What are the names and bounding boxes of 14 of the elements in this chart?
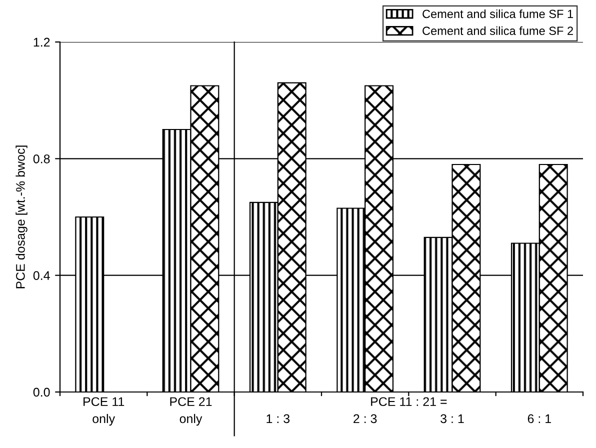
x-tick-label: PCE 21 only — [170, 397, 212, 426]
x-tick-label: 2 : 3 — [354, 414, 377, 424]
y-axis-title: PCE dosage [wt.-% bwoc] — [16, 146, 28, 288]
y-tick-label: 0.4 — [33, 271, 50, 280]
y-tick-label: 0.0 — [33, 388, 50, 397]
x-tick-label: PCE 11 only — [84, 397, 124, 426]
x-tick-label: 3 : 1 — [440, 414, 464, 424]
legend-label: Cement and silica fume SF 2 — [422, 26, 573, 36]
y-tick-label: 0.8 — [33, 154, 50, 164]
x-tick-label: 6 : 1 — [528, 414, 551, 424]
y-tick-label: 1.2 — [34, 38, 50, 47]
text: PCE 11 : 21 = — [371, 397, 447, 406]
legend-label: Cement and silica fume SF 1 — [422, 9, 573, 18]
x-tick-label: 1 : 3 — [266, 414, 290, 424]
